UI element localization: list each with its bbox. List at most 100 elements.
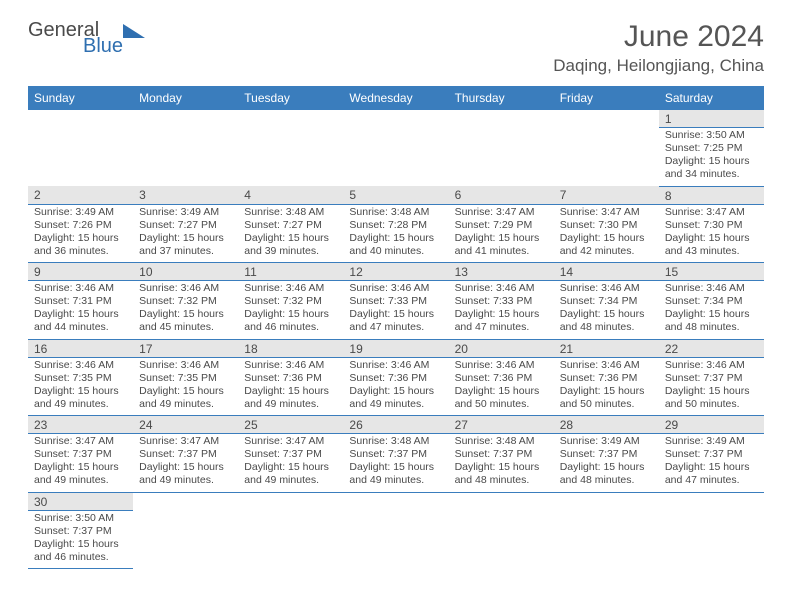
daylight-line: Daylight: 15 hours and 40 minutes. — [349, 232, 442, 258]
daybody-row: Sunrise: 3:49 AMSunset: 7:26 PMDaylight:… — [28, 204, 764, 263]
empty-cell — [133, 492, 238, 510]
day-number: 17 — [133, 340, 238, 357]
daylight-line: Daylight: 15 hours and 49 minutes. — [139, 461, 232, 487]
daynum-cell: 13 — [449, 263, 554, 281]
daybody-cell: Sunrise: 3:46 AMSunset: 7:32 PMDaylight:… — [133, 281, 238, 340]
empty-cell — [133, 110, 238, 128]
daynum-row: 16171819202122 — [28, 339, 764, 357]
daylight-line: Daylight: 15 hours and 50 minutes. — [455, 385, 548, 411]
day-cell: Sunrise: 3:49 AMSunset: 7:26 PMDaylight:… — [28, 205, 133, 263]
daynum-cell: 14 — [554, 263, 659, 281]
daybody-cell: Sunrise: 3:49 AMSunset: 7:37 PMDaylight:… — [659, 434, 764, 493]
day-cell: Sunrise: 3:47 AMSunset: 7:37 PMDaylight:… — [28, 434, 133, 492]
sunset-line: Sunset: 7:33 PM — [349, 295, 442, 308]
daylight-line: Daylight: 15 hours and 37 minutes. — [139, 232, 232, 258]
day-number: 13 — [449, 263, 554, 280]
sunset-line: Sunset: 7:28 PM — [349, 219, 442, 232]
daybody-cell: Sunrise: 3:46 AMSunset: 7:34 PMDaylight:… — [659, 281, 764, 340]
day-number: 7 — [554, 186, 659, 203]
sunset-line: Sunset: 7:34 PM — [560, 295, 653, 308]
day-cell: Sunrise: 3:46 AMSunset: 7:37 PMDaylight:… — [659, 358, 764, 416]
daynum-cell: 10 — [133, 263, 238, 281]
day-number: 14 — [554, 263, 659, 280]
daybody-cell: Sunrise: 3:46 AMSunset: 7:36 PMDaylight:… — [449, 357, 554, 416]
daynum-cell: 24 — [133, 416, 238, 434]
daynum-row: 30 — [28, 492, 764, 510]
sunset-line: Sunset: 7:25 PM — [665, 142, 758, 155]
daynum-cell: 1 — [659, 110, 764, 128]
empty-cell — [449, 492, 554, 510]
sunset-line: Sunset: 7:37 PM — [34, 448, 127, 461]
daynum-cell: 12 — [343, 263, 448, 281]
day-cell: Sunrise: 3:47 AMSunset: 7:29 PMDaylight:… — [449, 205, 554, 263]
daynum-cell: 17 — [133, 339, 238, 357]
sunrise-line: Sunrise: 3:46 AM — [244, 359, 337, 372]
day-cell: Sunrise: 3:47 AMSunset: 7:37 PMDaylight:… — [238, 434, 343, 492]
sunset-line: Sunset: 7:27 PM — [244, 219, 337, 232]
sunrise-line: Sunrise: 3:46 AM — [455, 359, 548, 372]
sunset-line: Sunset: 7:37 PM — [665, 448, 758, 461]
daybody-cell: Sunrise: 3:49 AMSunset: 7:37 PMDaylight:… — [554, 434, 659, 493]
sunset-line: Sunset: 7:36 PM — [244, 372, 337, 385]
empty-cell — [449, 128, 554, 187]
sunrise-line: Sunrise: 3:46 AM — [244, 282, 337, 295]
day-number: 29 — [659, 416, 764, 433]
daylight-line: Daylight: 15 hours and 41 minutes. — [455, 232, 548, 258]
sunrise-line: Sunrise: 3:48 AM — [349, 206, 442, 219]
daylight-line: Daylight: 15 hours and 49 minutes. — [349, 385, 442, 411]
sunrise-line: Sunrise: 3:47 AM — [560, 206, 653, 219]
day-number: 9 — [28, 263, 133, 280]
day-number: 4 — [238, 186, 343, 203]
day-cell: Sunrise: 3:50 AMSunset: 7:37 PMDaylight:… — [28, 511, 133, 569]
empty-cell — [554, 492, 659, 510]
daynum-row: 1 — [28, 110, 764, 128]
sunset-line: Sunset: 7:36 PM — [455, 372, 548, 385]
day-cell: Sunrise: 3:46 AMSunset: 7:33 PMDaylight:… — [449, 281, 554, 339]
sunrise-line: Sunrise: 3:46 AM — [34, 282, 127, 295]
daynum-cell: 28 — [554, 416, 659, 434]
day-cell: Sunrise: 3:49 AMSunset: 7:37 PMDaylight:… — [554, 434, 659, 492]
daylight-line: Daylight: 15 hours and 48 minutes. — [560, 461, 653, 487]
daynum-row: 9101112131415 — [28, 263, 764, 281]
daybody-row: Sunrise: 3:50 AMSunset: 7:37 PMDaylight:… — [28, 510, 764, 569]
daynum-cell: 26 — [343, 416, 448, 434]
daybody-cell: Sunrise: 3:49 AMSunset: 7:27 PMDaylight:… — [133, 204, 238, 263]
day-cell: Sunrise: 3:46 AMSunset: 7:32 PMDaylight:… — [238, 281, 343, 339]
daylight-line: Daylight: 15 hours and 34 minutes. — [665, 155, 758, 181]
daynum-cell: 11 — [238, 263, 343, 281]
sunset-line: Sunset: 7:37 PM — [665, 372, 758, 385]
daynum-cell: 20 — [449, 339, 554, 357]
empty-cell — [343, 492, 448, 510]
daybody-cell: Sunrise: 3:46 AMSunset: 7:35 PMDaylight:… — [133, 357, 238, 416]
sunset-line: Sunset: 7:37 PM — [34, 525, 127, 538]
daylight-line: Daylight: 15 hours and 43 minutes. — [665, 232, 758, 258]
daybody-cell: Sunrise: 3:47 AMSunset: 7:37 PMDaylight:… — [133, 434, 238, 493]
sunset-line: Sunset: 7:37 PM — [139, 448, 232, 461]
day-number: 10 — [133, 263, 238, 280]
daybody-cell: Sunrise: 3:47 AMSunset: 7:29 PMDaylight:… — [449, 204, 554, 263]
logo-triangle-icon — [123, 24, 145, 38]
day-number: 5 — [343, 186, 448, 203]
day-cell: Sunrise: 3:46 AMSunset: 7:36 PMDaylight:… — [343, 358, 448, 416]
daynum-cell: 19 — [343, 339, 448, 357]
sunrise-line: Sunrise: 3:47 AM — [139, 435, 232, 448]
daybody-cell: Sunrise: 3:47 AMSunset: 7:30 PMDaylight:… — [554, 204, 659, 263]
daynum-cell: 5 — [343, 186, 448, 204]
daybody-row: Sunrise: 3:46 AMSunset: 7:31 PMDaylight:… — [28, 281, 764, 340]
daylight-line: Daylight: 15 hours and 49 minutes. — [244, 461, 337, 487]
day-header: Sunday — [28, 86, 133, 110]
day-cell: Sunrise: 3:46 AMSunset: 7:33 PMDaylight:… — [343, 281, 448, 339]
daynum-cell: 23 — [28, 416, 133, 434]
sunrise-line: Sunrise: 3:46 AM — [560, 282, 653, 295]
sunrise-line: Sunrise: 3:50 AM — [34, 512, 127, 525]
day-cell: Sunrise: 3:47 AMSunset: 7:30 PMDaylight:… — [554, 205, 659, 263]
sunrise-line: Sunrise: 3:47 AM — [665, 206, 758, 219]
location: Daqing, Heilongjiang, China — [553, 56, 764, 76]
daybody-cell: Sunrise: 3:48 AMSunset: 7:28 PMDaylight:… — [343, 204, 448, 263]
daylight-line: Daylight: 15 hours and 48 minutes. — [665, 308, 758, 334]
day-number: 1 — [659, 110, 764, 127]
empty-cell — [133, 510, 238, 569]
day-cell: Sunrise: 3:49 AMSunset: 7:27 PMDaylight:… — [133, 205, 238, 263]
sunrise-line: Sunrise: 3:46 AM — [139, 282, 232, 295]
month-title: June 2024 — [553, 20, 764, 54]
